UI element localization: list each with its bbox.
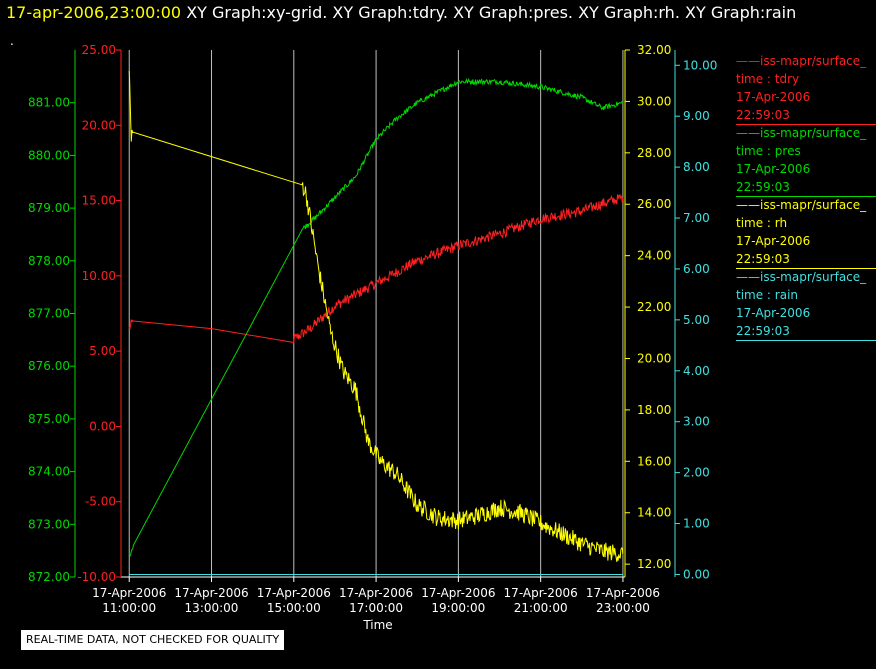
legend-source: iss-mapr/surface_ (760, 126, 867, 140)
legend-variable: time : tdry (736, 72, 800, 86)
legend-time: 22:59:03 (736, 108, 790, 122)
x-tick-label-date: 17-Apr-2006 (92, 586, 166, 600)
legend-line-swatch: —— (736, 54, 760, 68)
x-tick-label-date: 17-Apr-2006 (421, 586, 495, 600)
x-tick-label-date: 17-Apr-2006 (174, 586, 248, 600)
legend-entry-pres: ——iss-mapr/surface_time : pres 17-Apr-200… (736, 124, 876, 196)
x-tick-label-time: 17:00:00 (349, 601, 403, 615)
tdry-tick-label: 5.00 (89, 344, 116, 358)
pres-tick-label: 872.00 (28, 570, 70, 584)
legend-source: iss-mapr/surface_ (760, 270, 867, 284)
pres-tick-label: 880.00 (28, 148, 70, 162)
legend-entry-rh: ——iss-mapr/surface_time : rh 17-Apr-2006 2… (736, 196, 876, 268)
x-tick-label-time: 19:00:00 (431, 601, 485, 615)
rh-tick-label: 22.00 (637, 300, 671, 314)
tdry-tick-label: 10.00 (82, 269, 116, 283)
legend-line-swatch: —— (736, 198, 760, 212)
x-tick-label-time: 13:00:00 (185, 601, 239, 615)
pres-series-line (128, 77, 624, 558)
graph-header: 17-apr-2006,23:00:00 XY Graph:xy-grid. X… (6, 3, 796, 22)
rh-tick-label: 16.00 (637, 454, 671, 468)
rh-tick-label: 18.00 (637, 403, 671, 417)
x-tick-label-date: 17-Apr-2006 (339, 586, 413, 600)
plot-lines (128, 70, 624, 575)
legend-date: 17-Apr-2006 (736, 306, 811, 320)
rain-tick-label: 8.00 (683, 160, 710, 174)
rain-tick-label: 1.00 (683, 517, 710, 531)
legend-variable: time : rain (736, 288, 799, 302)
pres-tick-label: 877.00 (28, 307, 70, 321)
tdry-tick-label: 20.00 (82, 118, 116, 132)
xy-graph: 17-Apr-200611:00:0017-Apr-200613:00:0017… (28, 43, 717, 632)
pres-tick-label: 873.00 (28, 517, 70, 531)
legend-separator (736, 340, 876, 341)
tdry-series-line (128, 194, 624, 344)
legend-entry-tdry: ——iss-mapr/surface_time : tdry 17-Apr-200… (736, 52, 876, 124)
legend-separator (736, 124, 876, 125)
tdry-tick-label: 15.00 (82, 194, 116, 208)
header-timestamp: 17-apr-2006,23:00:00 (6, 3, 182, 22)
x-tick-label-time: 11:00:00 (102, 601, 156, 615)
rain-tick-label: 0.00 (683, 567, 710, 581)
rain-tick-label: 10.00 (683, 58, 717, 72)
pres-tick-label: 876.00 (28, 359, 70, 373)
axes: 17-Apr-200611:00:0017-Apr-200613:00:0017… (28, 43, 717, 615)
tdry-tick-label: -10.00 (77, 570, 116, 584)
pres-tick-label: 874.00 (28, 465, 70, 479)
x-tick-label-time: 15:00:00 (267, 601, 321, 615)
legend-source: iss-mapr/surface_ (760, 198, 867, 212)
rh-tick-label: 14.00 (637, 506, 671, 520)
rh-tick-label: 20.00 (637, 351, 671, 365)
legend-title: ——iss-mapr/surface_ (736, 52, 876, 70)
vertical-grid (128, 50, 624, 577)
rain-tick-label: 9.00 (683, 109, 710, 123)
rain-tick-label: 7.00 (683, 211, 710, 225)
x-tick-label-time: 21:00:00 (514, 601, 568, 615)
quality-warning: REAL-TIME DATA, NOT CHECKED FOR QUALITY (21, 630, 285, 650)
legend-time: 22:59:03 (736, 252, 790, 266)
legend-title: ——iss-mapr/surface_ (736, 124, 876, 142)
legend-line-swatch: —— (736, 270, 760, 284)
tdry-tick-label: 25.00 (82, 43, 116, 57)
tdry-tick-label: 0.00 (89, 419, 116, 433)
rh-series-line (128, 70, 624, 562)
legend-date: 17-Apr-2006 (736, 162, 811, 176)
legend-source: iss-mapr/surface_ (760, 54, 867, 68)
x-tick-label-date: 17-Apr-2006 (586, 586, 660, 600)
rain-tick-label: 6.00 (683, 262, 710, 276)
legend-separator (736, 268, 876, 269)
legend-variable: time : pres (736, 144, 801, 158)
pres-tick-label: 879.00 (28, 201, 70, 215)
rain-tick-label: 5.00 (683, 313, 710, 327)
status-dot: . (10, 34, 14, 48)
rain-tick-label: 4.00 (683, 364, 710, 378)
rh-tick-label: 32.00 (637, 43, 671, 57)
pres-tick-label: 878.00 (28, 254, 70, 268)
legend-title: ——iss-mapr/surface_ (736, 268, 876, 286)
x-tick-label-date: 17-Apr-2006 (504, 586, 578, 600)
rh-tick-label: 26.00 (637, 197, 671, 211)
rain-tick-label: 3.00 (683, 415, 710, 429)
x-tick-label-time: 23:00:00 (596, 601, 650, 615)
legend-separator (736, 196, 876, 197)
rh-tick-label: 28.00 (637, 146, 671, 160)
tdry-tick-label: -5.00 (85, 495, 116, 509)
x-axis-label: Time (362, 618, 392, 632)
legend-variable: time : rh (736, 216, 788, 230)
pres-tick-label: 875.00 (28, 412, 70, 426)
legend-line-swatch: —— (736, 126, 760, 140)
x-tick-label-date: 17-Apr-2006 (257, 586, 331, 600)
header-graph-list: XY Graph:xy-grid. XY Graph:tdry. XY Grap… (186, 3, 797, 22)
rh-tick-label: 24.00 (637, 249, 671, 263)
legend-date: 17-Apr-2006 (736, 234, 811, 248)
legend-title: ——iss-mapr/surface_ (736, 196, 876, 214)
pres-tick-label: 881.00 (28, 96, 70, 110)
legend-date: 17-Apr-2006 (736, 90, 811, 104)
rain-tick-label: 2.00 (683, 466, 710, 480)
rh-tick-label: 30.00 (637, 94, 671, 108)
legend-entry-rain: ——iss-mapr/surface_time : rain 17-Apr-200… (736, 268, 876, 340)
legend-time: 22:59:03 (736, 180, 790, 194)
legend-time: 22:59:03 (736, 324, 790, 338)
rh-tick-label: 12.00 (637, 557, 671, 571)
